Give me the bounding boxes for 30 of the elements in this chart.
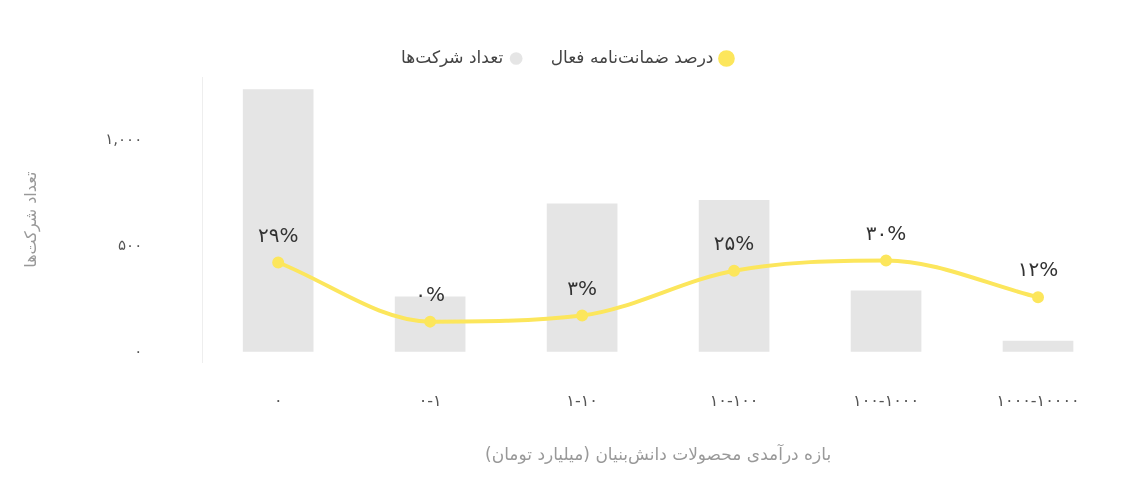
legend-label: تعداد شرکت‌ها [401, 46, 504, 67]
data-label: ۲۵% [713, 230, 755, 255]
y-tick-label: ۵۰۰ [118, 236, 143, 255]
data-label: ۳۰% [865, 220, 907, 245]
point [728, 264, 741, 277]
point [424, 315, 437, 328]
point [880, 254, 893, 267]
x-tick-label: ۰-۱ [418, 391, 442, 411]
x-tick-label: ۱-۱۰ [566, 391, 598, 411]
bar [242, 89, 314, 352]
y-tick-label: ۰ [134, 341, 143, 360]
x-tick-label: ۱۰-۱۰۰ [709, 391, 759, 411]
bar [850, 290, 922, 352]
data-label: ۳% [567, 275, 597, 300]
point [576, 309, 589, 322]
x-tick-label: ۱۰۰۰-۱۰۰۰۰ [996, 391, 1080, 411]
y-tick-label: ۱,۰۰۰ [105, 130, 143, 149]
y-axis-title: تعداد شرکت‌ها [20, 171, 41, 268]
point [1032, 291, 1045, 304]
data-label: ۱۲% [1017, 257, 1059, 282]
legend-label: درصد ضمانت‌نامه فعال [550, 46, 714, 67]
bar [698, 200, 770, 352]
x-tick-label: ۱۰۰-۱۰۰۰ [853, 391, 920, 411]
data-label: ۲۹% [257, 222, 299, 247]
x-tick-label: ۰ [273, 391, 283, 411]
x-axis-title: بازه درآمدی محصولات دانش‌بنیان (میلیارد تومان) [485, 443, 832, 465]
point [272, 256, 285, 269]
data-label: ۰% [415, 281, 446, 306]
bar [1002, 340, 1074, 352]
bar [546, 203, 618, 352]
